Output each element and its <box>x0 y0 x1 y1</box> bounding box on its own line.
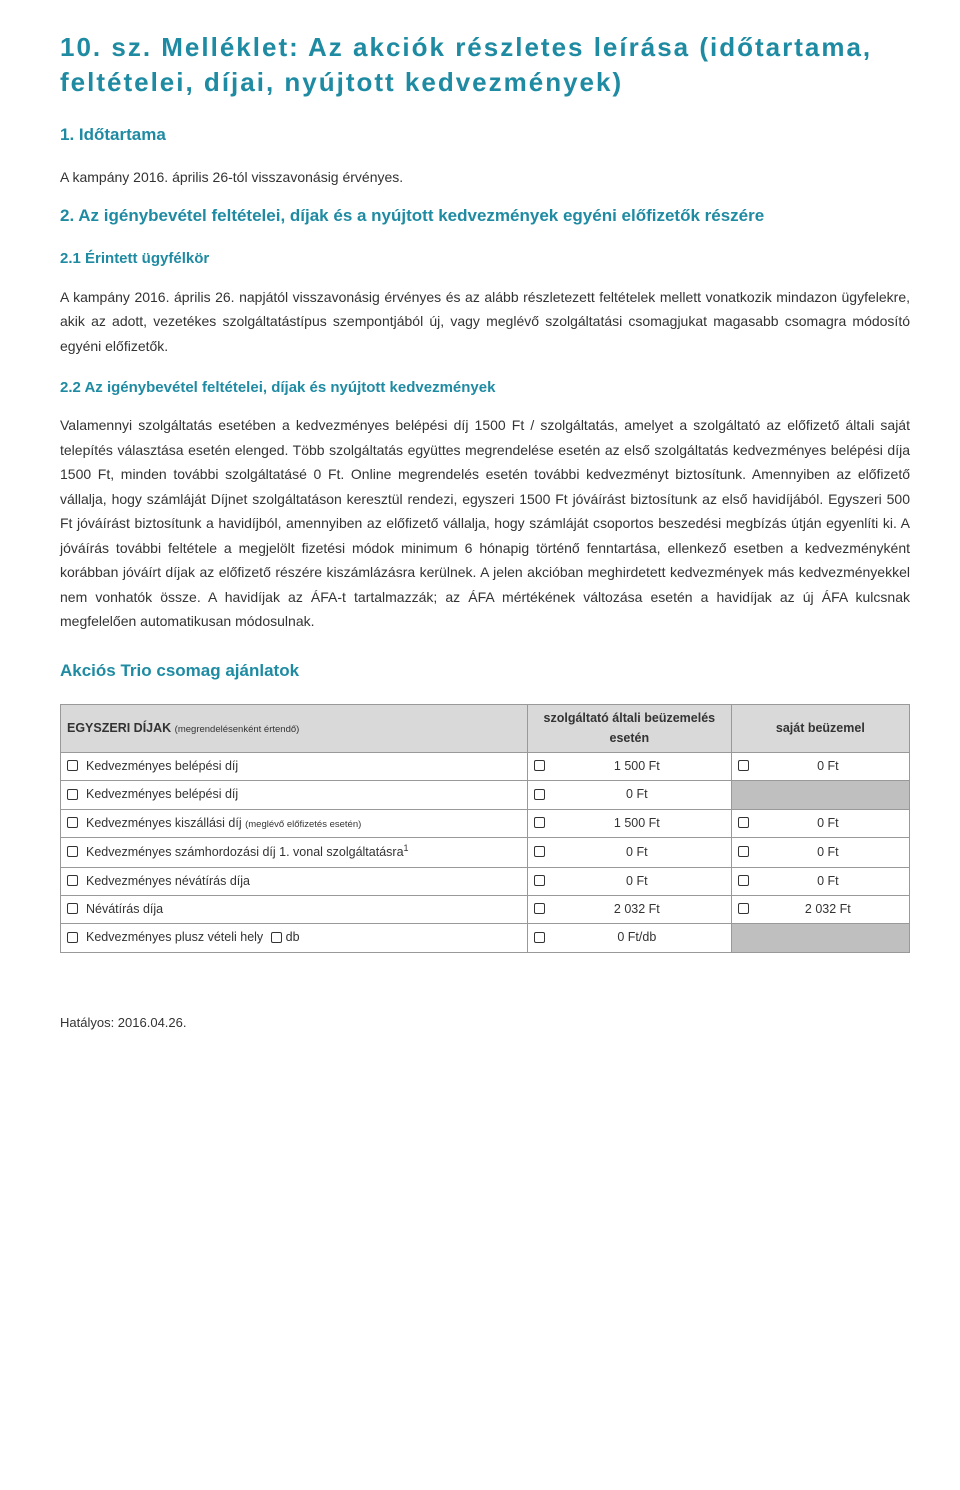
row-label-cell: Kedvezményes kiszállási díj (meglévő elő… <box>61 809 528 837</box>
checkbox-icon[interactable] <box>738 760 749 771</box>
row-label-cell: Kedvezményes számhordozási díj 1. vonal … <box>61 838 528 868</box>
header-col1: szolgáltató általi beüzemelés esetén <box>527 705 731 753</box>
checkbox-icon[interactable] <box>271 932 282 943</box>
section-2-heading: 2. Az igénybevétel feltételei, díjak és … <box>60 203 910 229</box>
table-row: Kedvezményes plusz vételi hely db 0 Ft/db <box>61 924 910 952</box>
row-col1: 0 Ft/db <box>527 924 731 952</box>
section-1-text: A kampány 2016. április 26-tól visszavon… <box>60 165 910 190</box>
row-col1: 1 500 Ft <box>527 752 731 780</box>
table-row: Kedvezményes kiszállási díj (meglévő elő… <box>61 809 910 837</box>
section-2-1-heading: 2.1 Érintett ügyfélkör <box>60 247 910 270</box>
row-col1-value: 1 500 Ft <box>549 814 725 833</box>
row-col1-value: 0 Ft <box>549 843 725 862</box>
row-col1-value: 0 Ft <box>549 872 725 891</box>
row-label: Névátírás díja <box>86 902 163 916</box>
header-label: EGYSZERI DÍJAK (megrendelésenként értend… <box>61 705 528 753</box>
row-col2-value: 0 Ft <box>753 757 903 776</box>
row-col2-value: 0 Ft <box>753 872 903 891</box>
row-label-note: (meglévő előfizetés esetén) <box>245 819 361 830</box>
checkbox-icon[interactable] <box>534 760 545 771</box>
row-col1: 0 Ft <box>527 838 731 868</box>
row-col1: 1 500 Ft <box>527 809 731 837</box>
row-label-cell: Kedvezményes belépési díj <box>61 752 528 780</box>
section-2-2-heading: 2.2 Az igénybevétel feltételei, díjak és… <box>60 376 910 399</box>
row-col2: 0 Ft <box>731 752 909 780</box>
header-label-note: (megrendelésenként értendő) <box>175 724 300 735</box>
section-1-heading: 1. Időtartama <box>60 122 910 148</box>
row-label-sup: 1 <box>404 843 409 853</box>
row-label-cell: Kedvezményes névátírás díja <box>61 867 528 895</box>
row-col1: 0 Ft <box>527 867 731 895</box>
fees-table: EGYSZERI DÍJAK (megrendelésenként értend… <box>60 704 910 953</box>
row-col2 <box>731 924 909 952</box>
row-col2: 0 Ft <box>731 867 909 895</box>
row-col1-value: 2 032 Ft <box>549 900 725 919</box>
section-2-2-text: Valamennyi szolgáltatás esetében a kedve… <box>60 413 910 634</box>
checkbox-icon[interactable] <box>534 846 545 857</box>
checkbox-icon[interactable] <box>67 932 78 943</box>
row-label: Kedvezményes névátírás díja <box>86 874 250 888</box>
table-row: Névátírás díja 2 032 Ft 2 032 Ft <box>61 896 910 924</box>
row-col1-value: 0 Ft <box>549 785 725 804</box>
footer-date: Hatályos: 2016.04.26. <box>60 1013 910 1033</box>
row-col2: 0 Ft <box>731 809 909 837</box>
row-col2-value: 2 032 Ft <box>753 900 903 919</box>
row-col2: 2 032 Ft <box>731 896 909 924</box>
checkbox-icon[interactable] <box>67 817 78 828</box>
checkbox-icon[interactable] <box>67 846 78 857</box>
row-db-label: db <box>286 930 300 944</box>
row-label-cell: Kedvezményes belépési díj <box>61 781 528 809</box>
table-row: Kedvezményes számhordozási díj 1. vonal … <box>61 838 910 868</box>
checkbox-icon[interactable] <box>534 875 545 886</box>
row-label: Kedvezményes plusz vételi hely <box>86 930 263 944</box>
row-label: Kedvezményes kiszállási díj <box>86 816 245 830</box>
checkbox-icon[interactable] <box>534 789 545 800</box>
table-row: Kedvezményes belépési díj 0 Ft <box>61 781 910 809</box>
offers-title: Akciós Trio csomag ajánlatok <box>60 658 910 684</box>
row-label-cell: Névátírás díja <box>61 896 528 924</box>
checkbox-icon[interactable] <box>67 875 78 886</box>
checkbox-icon[interactable] <box>534 932 545 943</box>
table-row: Kedvezményes belépési díj 1 500 Ft 0 Ft <box>61 752 910 780</box>
row-col2 <box>731 781 909 809</box>
header-label-text: EGYSZERI DÍJAK <box>67 721 175 735</box>
page-title: 10. sz. Melléklet: Az akciók részletes l… <box>60 30 910 100</box>
checkbox-icon[interactable] <box>738 875 749 886</box>
checkbox-icon[interactable] <box>534 817 545 828</box>
checkbox-icon[interactable] <box>738 846 749 857</box>
checkbox-icon[interactable] <box>534 903 545 914</box>
row-col2: 0 Ft <box>731 838 909 868</box>
row-col2-value: 0 Ft <box>753 843 903 862</box>
table-row: Kedvezményes névátírás díja 0 Ft 0 Ft <box>61 867 910 895</box>
checkbox-icon[interactable] <box>67 903 78 914</box>
row-col1: 0 Ft <box>527 781 731 809</box>
checkbox-icon[interactable] <box>738 817 749 828</box>
row-col1: 2 032 Ft <box>527 896 731 924</box>
row-label: Kedvezményes belépési díj <box>86 787 238 801</box>
header-col2: saját beüzemel <box>731 705 909 753</box>
row-col2-value: 0 Ft <box>753 814 903 833</box>
row-col1-value: 1 500 Ft <box>549 757 725 776</box>
row-label: Kedvezményes belépési díj <box>86 759 238 773</box>
section-2-1-text: A kampány 2016. április 26. napjától vis… <box>60 285 910 359</box>
checkbox-icon[interactable] <box>738 903 749 914</box>
row-label: Kedvezményes számhordozási díj 1. vonal … <box>86 845 404 859</box>
checkbox-icon[interactable] <box>67 760 78 771</box>
row-col1-value: 0 Ft/db <box>549 928 725 947</box>
checkbox-icon[interactable] <box>67 789 78 800</box>
table-header-row: EGYSZERI DÍJAK (megrendelésenként értend… <box>61 705 910 753</box>
row-label-cell: Kedvezményes plusz vételi hely db <box>61 924 528 952</box>
